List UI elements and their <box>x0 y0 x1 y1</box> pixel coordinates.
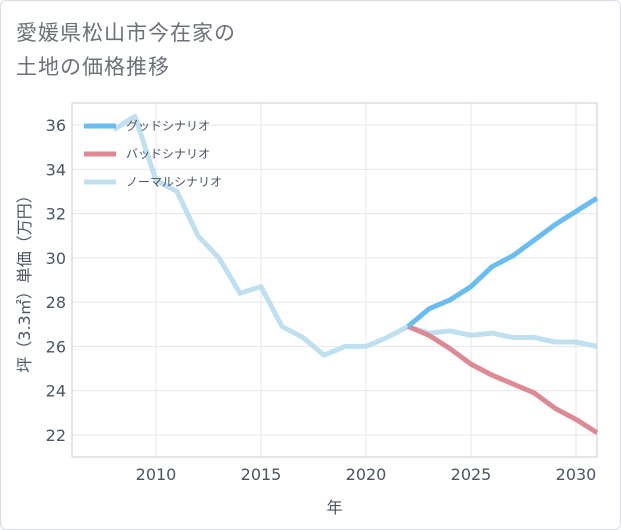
y-tick-label: 26 <box>46 337 66 356</box>
series-line <box>112 113 598 358</box>
chart-title: 愛媛県松山市今在家の 土地の価格推移 <box>16 21 236 79</box>
series-line <box>406 195 599 329</box>
series-line <box>407 324 599 435</box>
x-tick-label: 2015 <box>241 465 282 484</box>
y-axis-title: 坪（3.3㎡）単価（万円） <box>15 187 34 372</box>
plot-area <box>71 102 598 458</box>
grid-lines <box>72 103 597 457</box>
legend-label: バッドシナリオ <box>126 147 210 161</box>
y-tick-label: 34 <box>46 160 66 179</box>
series-layer <box>112 113 599 435</box>
x-tick-label: 2030 <box>556 465 597 484</box>
x-tick-label: 2025 <box>451 465 492 484</box>
y-tick-label: 24 <box>46 382 66 401</box>
y-tick-label: 28 <box>46 293 66 312</box>
legend-label: ノーマルシナリオ <box>126 175 222 189</box>
axis-ticks: 22 24 26 28 30 32 34 36 2010 2015 2020 2025 2030 <box>46 116 597 484</box>
y-tick-label: 32 <box>46 205 66 224</box>
x-tick-label: 2010 <box>136 465 177 484</box>
y-tick-label: 30 <box>46 249 66 268</box>
x-axis-title: 年 <box>326 498 342 517</box>
y-tick-label: 36 <box>46 116 66 135</box>
x-tick-label: 2020 <box>346 465 387 484</box>
y-tick-label: 22 <box>46 426 66 445</box>
legend-label: グッドシナリオ <box>126 119 210 133</box>
